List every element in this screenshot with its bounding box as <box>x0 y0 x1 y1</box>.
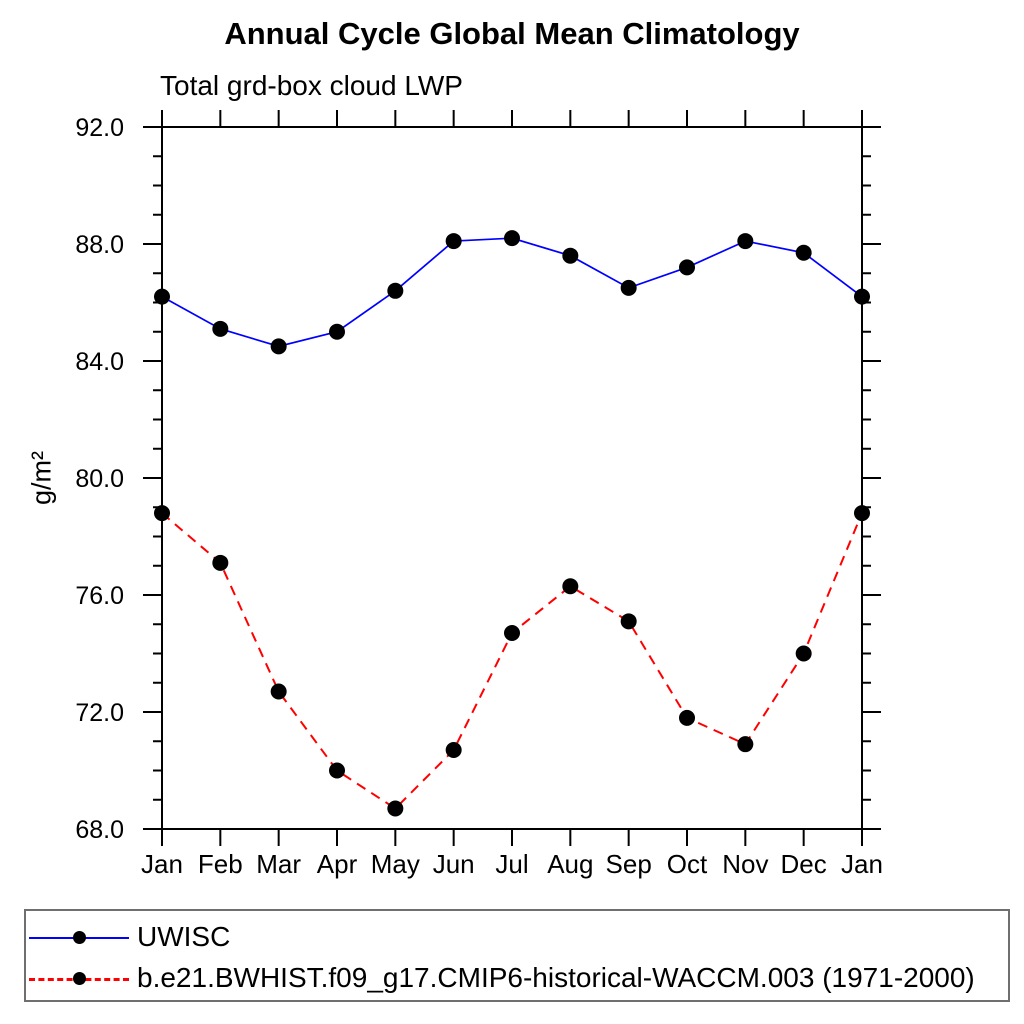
chart-title: Annual Cycle Global Mean Climatology <box>224 16 800 51</box>
data-point-marker <box>562 578 579 595</box>
data-point-marker <box>154 288 170 305</box>
data-point-marker <box>854 505 870 522</box>
x-tick-label: Jun <box>433 849 475 879</box>
data-point-marker <box>270 683 287 700</box>
x-tick-label: Nov <box>722 849 768 879</box>
x-tick-label: Feb <box>198 849 243 879</box>
data-point-marker <box>504 625 520 642</box>
data-point-marker <box>679 259 695 276</box>
x-tick-label: Jan <box>841 849 883 879</box>
data-point-marker <box>795 244 812 261</box>
y-tick-label: 88.0 <box>75 231 124 259</box>
y-tick-label: 84.0 <box>75 348 124 376</box>
legend-label-model: b.e21.BWHIST.f09_g17.CMIP6-historical-WA… <box>137 962 975 993</box>
data-point-marker <box>795 645 812 662</box>
series-uwisc <box>154 230 870 355</box>
y-axis: 68.0 72.0 76.0 80.0 84.0 88.0 92.0 <box>75 114 881 844</box>
x-tick-label: Oct <box>667 849 708 879</box>
data-point-marker <box>270 338 287 355</box>
data-point-marker <box>679 709 695 726</box>
x-tick-label: Jul <box>495 849 528 879</box>
data-point-marker <box>562 247 579 264</box>
data-point-marker <box>737 736 754 753</box>
data-point-marker <box>212 554 229 571</box>
x-tick-label: Aug <box>547 849 593 879</box>
data-point-marker <box>445 742 462 759</box>
y-tick-label: 92.0 <box>75 114 124 142</box>
x-tick-label: Jan <box>141 849 183 879</box>
x-tick-label: May <box>371 849 420 879</box>
x-tick-label: Dec <box>781 849 827 879</box>
data-point-marker <box>620 279 637 296</box>
data-point-marker <box>387 800 404 817</box>
data-point-marker <box>387 282 404 299</box>
legend-label-uwisc: UWISC <box>137 921 231 952</box>
y-tick-label: 68.0 <box>75 816 124 844</box>
legend: UWISC b.e21.BWHIST.f09_g17.CMIP6-histori… <box>24 909 1010 1002</box>
chart-subtitle: Total grd-box cloud LWP <box>160 70 463 101</box>
data-point-marker <box>620 613 637 630</box>
y-tick-label: 72.0 <box>75 699 124 727</box>
data-point-marker <box>854 288 870 305</box>
legend-marker-dot-icon <box>73 972 86 985</box>
x-tick-label: Sep <box>606 849 652 879</box>
data-point-marker <box>445 233 462 250</box>
y-tick-label: 80.0 <box>75 465 124 493</box>
data-point-marker <box>154 505 170 522</box>
series-line <box>161 512 863 810</box>
data-point-marker <box>329 762 345 779</box>
x-tick-label: Apr <box>317 849 358 879</box>
x-axis: Jan Feb Mar Apr May Jun Jul Aug Sep Oct Nov Dec Jan <box>141 110 883 879</box>
y-tick-label: 76.0 <box>75 582 124 610</box>
x-tick-label: Mar <box>256 849 301 879</box>
data-point-marker <box>329 323 345 340</box>
data-point-marker <box>737 233 754 250</box>
data-point-marker <box>212 320 229 337</box>
series-line <box>161 237 863 348</box>
data-point-marker <box>504 230 520 247</box>
series-model <box>154 505 870 817</box>
legend-marker-dot-icon <box>73 931 86 944</box>
